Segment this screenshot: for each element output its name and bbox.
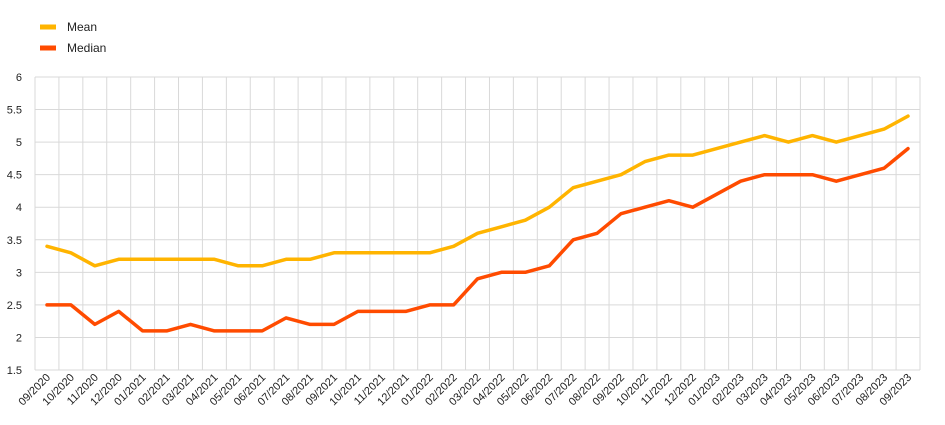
y-tick-label: 2: [16, 332, 22, 344]
legend-label-median: Median: [67, 41, 106, 55]
y-axis-tick-labels: 1.5 2 2.5 3 3.5 4 4.5 5 5.5 6: [7, 72, 22, 377]
y-tick-label: 1.5: [7, 365, 22, 377]
y-tick-label: 4.5: [7, 170, 22, 182]
legend: Mean Median: [40, 20, 106, 55]
y-tick-label: 6: [16, 72, 22, 84]
y-tick-label: 2.5: [7, 300, 22, 312]
legend-label-mean: Mean: [67, 20, 97, 34]
y-tick-label: 5: [16, 137, 22, 149]
series-lines: [45, 114, 910, 333]
series-line-median: [45, 146, 910, 333]
series-line-mean: [45, 114, 910, 268]
y-tick-label: 3.5: [7, 235, 22, 247]
y-tick-label: 3: [16, 267, 22, 279]
y-tick-label: 4: [16, 202, 22, 214]
grid-lines: [34, 76, 921, 371]
x-axis-tick-labels: 09/202010/202011/202012/202001/202102/20…: [16, 372, 914, 409]
y-tick-label: 5.5: [7, 105, 22, 117]
